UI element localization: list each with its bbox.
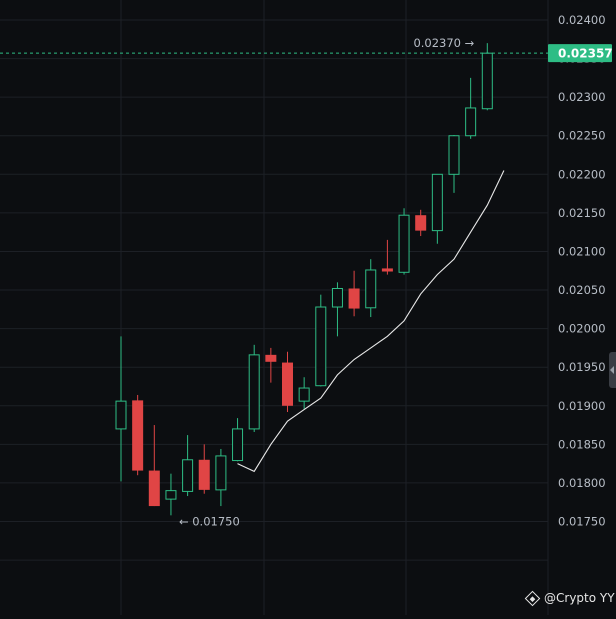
candle-body	[148, 470, 160, 507]
sidebar-collapse-handle[interactable]	[609, 352, 616, 388]
candle-body	[365, 269, 377, 309]
binance-diamond-icon	[524, 590, 541, 606]
candle-body	[381, 268, 393, 272]
watermark: @Crypto YY	[524, 590, 615, 606]
y-tick-label: 0.01850	[558, 437, 606, 451]
last-price-label: 0.02357	[558, 47, 613, 61]
candle-body	[298, 387, 310, 402]
candle-body	[282, 362, 293, 406]
watermark-text: @Crypto YY	[544, 591, 615, 605]
y-tick-label: 0.01800	[558, 476, 606, 490]
candle-body	[481, 52, 493, 110]
candle-body	[265, 354, 277, 362]
candle-body	[415, 215, 427, 231]
high-price-label: 0.02370 →	[413, 36, 474, 50]
candle-body	[448, 135, 460, 175]
candle-body	[465, 107, 477, 137]
y-tick-label: 0.02200	[558, 167, 606, 181]
candle-body	[115, 400, 127, 430]
y-tick-label: 0.02250	[558, 129, 606, 143]
moving-average-line	[237, 170, 505, 473]
candle-body	[331, 287, 343, 308]
candle-body	[348, 288, 360, 309]
low-price-label: ← 0.01750	[179, 515, 240, 529]
candle-body	[398, 214, 410, 273]
candle-body	[315, 306, 327, 387]
candle-body	[182, 459, 194, 492]
y-tick-label: 0.01900	[558, 399, 606, 413]
y-tick-label: 0.02050	[558, 283, 606, 297]
y-tick-label: 0.01950	[558, 360, 606, 374]
y-tick-label: 0.02400	[558, 13, 606, 27]
candle-body	[132, 400, 144, 471]
y-tick-label: 0.02100	[558, 244, 606, 258]
candle-body	[248, 354, 260, 430]
candle-body	[215, 455, 227, 491]
y-tick-label: 0.02000	[558, 322, 606, 336]
y-tick-label: 0.02150	[558, 206, 606, 220]
candle-body	[198, 459, 210, 490]
chevron-left-icon	[610, 366, 614, 374]
candle-body	[165, 490, 177, 500]
y-tick-label: 0.02300	[558, 90, 606, 104]
y-tick-label: 0.01750	[558, 515, 606, 529]
last-price-badge	[548, 44, 612, 63]
candle-body	[232, 428, 244, 462]
candle-body	[431, 173, 443, 232]
